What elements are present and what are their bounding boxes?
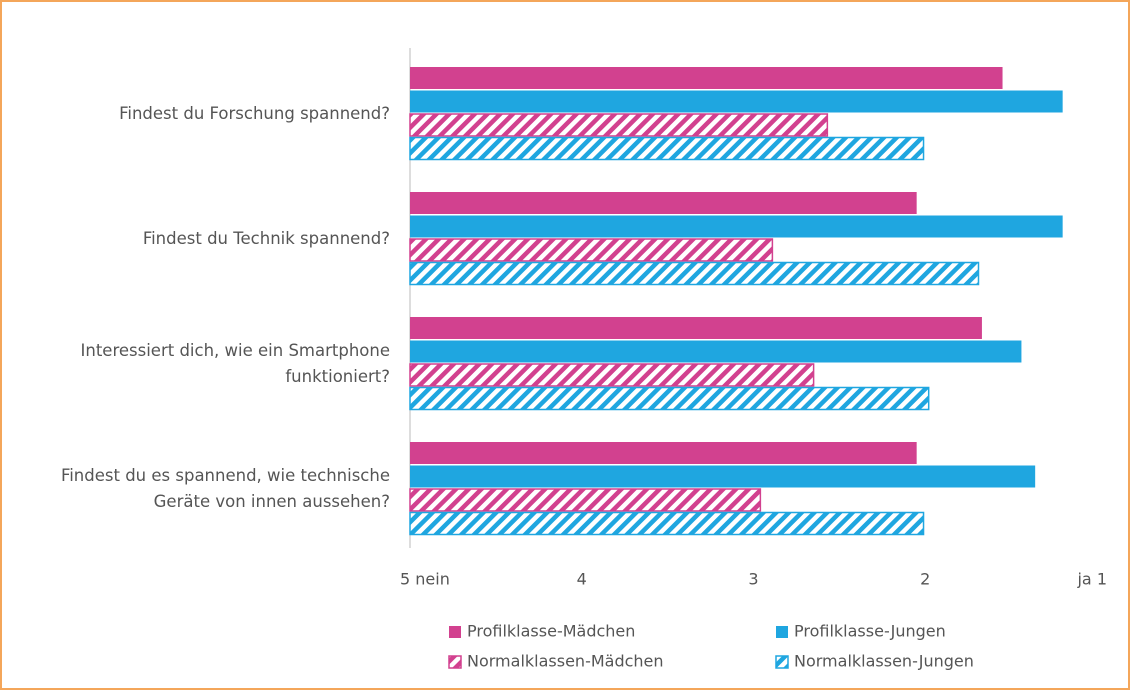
- bar: [409, 238, 774, 262]
- bar: [410, 215, 1063, 238]
- bar: [410, 67, 1003, 89]
- category-label: Findest du es spannend, wie technische G…: [60, 466, 390, 511]
- x-tick-label: 5 nein: [400, 570, 450, 589]
- bar: [409, 261, 980, 286]
- bar: [410, 465, 1036, 488]
- bar: [409, 386, 930, 411]
- bar: [410, 192, 917, 214]
- x-tick-label: 3: [748, 570, 758, 589]
- bar: [410, 90, 1063, 113]
- legend-swatch: [448, 655, 462, 669]
- category-label: Interessiert dich, wie ein Smartphone fu…: [80, 341, 390, 386]
- legend-swatch: [776, 626, 788, 638]
- bar: [409, 136, 925, 161]
- x-tick-label: 4: [577, 570, 587, 589]
- legend-label: Normalklassen-Jungen: [794, 652, 974, 671]
- x-tick-label: ja 1: [1076, 570, 1107, 589]
- bar: [409, 488, 762, 512]
- legend-swatch: [775, 655, 789, 669]
- bar: [409, 511, 925, 536]
- category-label: Findest du Forschung spannend?: [119, 104, 390, 123]
- legend-label: Profilklasse-Jungen: [794, 622, 946, 641]
- x-tick-label: 2: [920, 570, 930, 589]
- legend-swatch: [449, 626, 461, 638]
- bar: [409, 113, 829, 137]
- category-label: Findest du Technik spannend?: [142, 229, 390, 248]
- bar: [410, 442, 917, 464]
- bar: [409, 363, 815, 387]
- bar: [410, 340, 1022, 363]
- legend-label: Normalklassen-Mädchen: [467, 652, 664, 671]
- legend-label: Profilklasse-Mädchen: [467, 622, 635, 641]
- bar: [410, 317, 982, 339]
